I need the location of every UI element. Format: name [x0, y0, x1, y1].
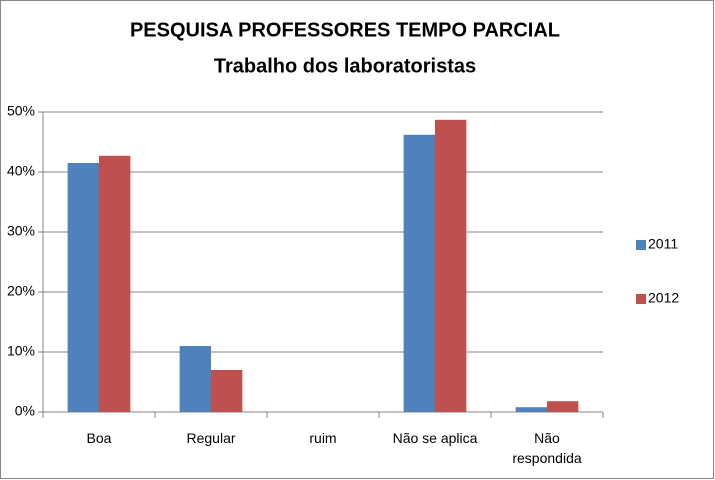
- legend-label: 2011: [648, 236, 678, 252]
- legend-swatch: [636, 240, 646, 250]
- bar: [211, 370, 243, 412]
- y-tick-label: 10%: [7, 343, 35, 359]
- x-tick-label: Boa: [86, 430, 112, 446]
- y-tick-label: 30%: [7, 223, 35, 239]
- bar: [403, 134, 435, 413]
- x-tick-label: Não se aplica: [392, 430, 478, 446]
- y-tick-label: 20%: [7, 283, 35, 299]
- y-tick-label: 50%: [7, 103, 35, 119]
- x-tick-label: Não respondida: [512, 430, 582, 466]
- y-tick-label: 0%: [15, 403, 35, 419]
- x-tick-label: ruim: [309, 430, 337, 446]
- x-tick-label: Regular: [186, 430, 236, 446]
- bar: [515, 407, 547, 412]
- chart-title: PESQUISA PROFESSORES TEMPO PARCIAL: [130, 19, 560, 41]
- legend-swatch: [636, 294, 646, 304]
- chart-subtitle: Trabalho dos laboratoristas: [214, 55, 476, 77]
- legend-label: 2012: [648, 290, 679, 306]
- y-tick-label: 40%: [7, 163, 35, 179]
- bar: [547, 401, 579, 412]
- bar: [67, 163, 99, 412]
- bar: [99, 155, 131, 413]
- bar: [179, 346, 211, 412]
- bar: [435, 119, 467, 413]
